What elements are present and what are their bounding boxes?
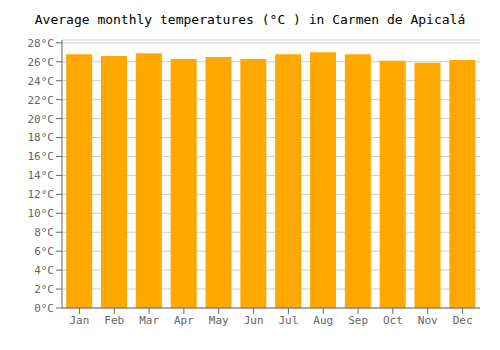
svg-text:8°C: 8°C (34, 226, 54, 239)
svg-text:Sep: Sep (348, 314, 368, 327)
svg-text:20°C: 20°C (28, 113, 55, 126)
svg-text:16°C: 16°C (28, 150, 55, 163)
svg-text:Feb: Feb (104, 314, 124, 327)
svg-text:4°C: 4°C (34, 264, 54, 277)
svg-text:28°C: 28°C (28, 37, 55, 50)
svg-text:6°C: 6°C (34, 245, 54, 258)
svg-text:22°C: 22°C (28, 94, 55, 107)
html-text:Average monthly temperatures (: Average monthly temperatures (°C ) in Ca… (34, 12, 466, 27)
svg-text:24°C: 24°C (28, 75, 55, 88)
svg-text:Apr: Apr (174, 314, 194, 327)
svg-text:Jan: Jan (69, 314, 89, 327)
svg-text:0°C: 0°C (34, 302, 54, 315)
svg-text:Mar: Mar (139, 314, 159, 327)
svg-text:Nov: Nov (418, 314, 438, 327)
svg-text:Jul: Jul (278, 314, 298, 327)
svg-text:Jun: Jun (244, 314, 264, 327)
svg-text:2°C: 2°C (34, 283, 54, 296)
svg-text:18°C: 18°C (28, 131, 55, 144)
svg-text:May: May (209, 314, 229, 327)
svg-text:Oct: Oct (383, 314, 403, 327)
svg-text:26°C: 26°C (28, 56, 55, 69)
svg-text:Dec: Dec (453, 314, 473, 327)
svg-text:14°C: 14°C (28, 169, 55, 182)
svg-text:12°C: 12°C (28, 188, 55, 201)
svg-text:10°C: 10°C (28, 207, 55, 220)
svg-text:Aug: Aug (313, 314, 333, 327)
